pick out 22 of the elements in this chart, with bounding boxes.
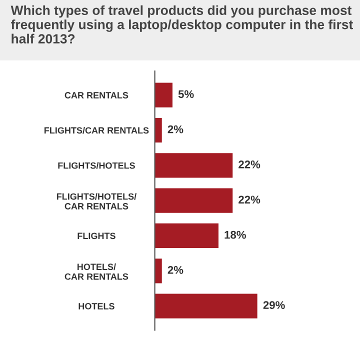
y-tick-label: FLIGHTS/HOTELS/ CAR RENTALS bbox=[56, 193, 137, 210]
data-label: 22% bbox=[238, 160, 260, 168]
data-label: 29% bbox=[263, 301, 285, 310]
data-label: 22% bbox=[238, 196, 260, 204]
y-tick-label: HOTELS bbox=[78, 303, 114, 310]
y-tick-label: CAR RENTALS bbox=[64, 92, 128, 98]
data-label: 2% bbox=[168, 125, 184, 134]
bar bbox=[154, 188, 233, 213]
y-tick-label: FLIGHTS/HOTELS bbox=[58, 162, 135, 169]
bar bbox=[154, 223, 218, 248]
bar bbox=[154, 153, 233, 178]
data-label: 2% bbox=[168, 266, 184, 274]
y-tick-label: FLIGHTS bbox=[78, 232, 116, 240]
bar bbox=[154, 82, 172, 108]
y-tick-label: FLIGHTS/CAR RENTALS bbox=[44, 126, 149, 134]
bar bbox=[154, 118, 162, 143]
y-tick-label: HOTELS/ CAR RENTALS bbox=[64, 263, 128, 280]
bar bbox=[154, 294, 258, 318]
bar bbox=[154, 258, 162, 284]
chart-title: Which types of travel products did you purchase most frequently using a laptop/desktop computer in the first half 2013? bbox=[10, 5, 353, 44]
data-label: 18% bbox=[224, 230, 246, 239]
data-label: 5% bbox=[178, 90, 194, 98]
